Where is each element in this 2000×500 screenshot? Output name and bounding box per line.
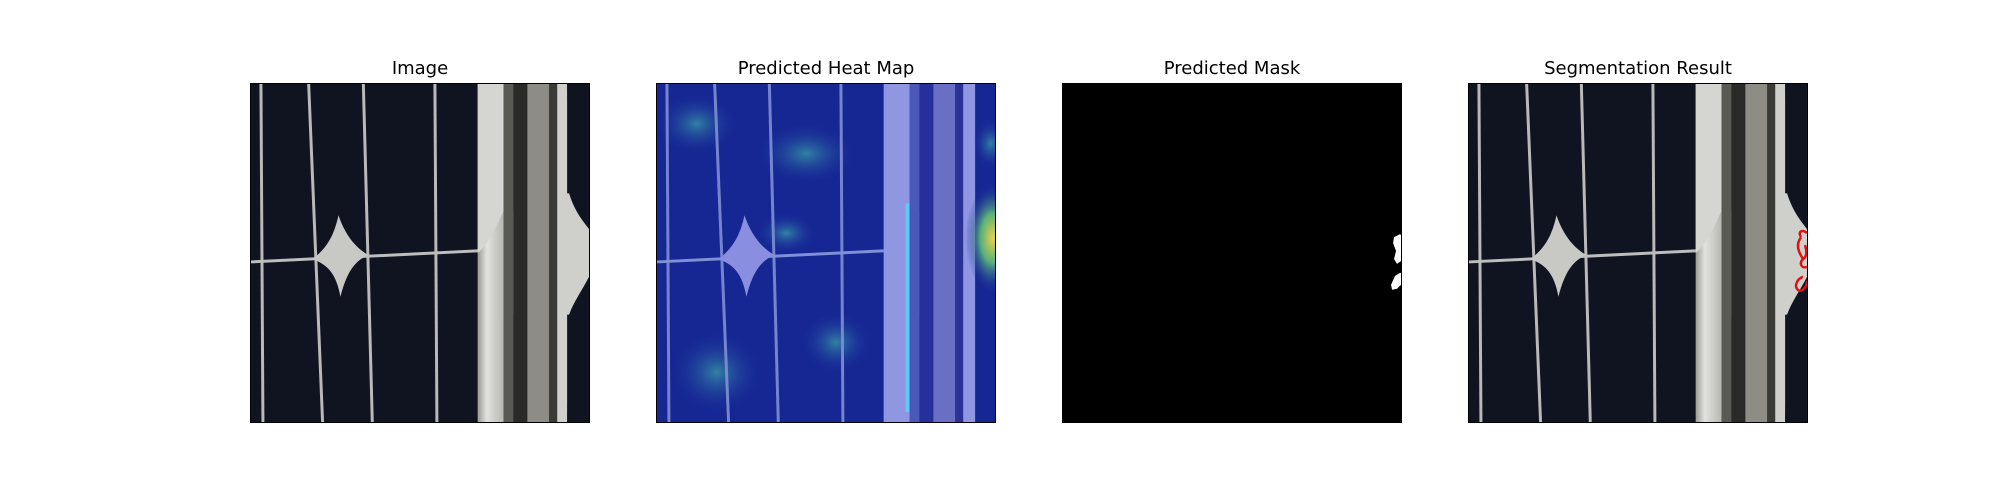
heatmap-overlay bbox=[656, 83, 996, 423]
defect-contour bbox=[1794, 229, 1807, 293]
panel-title: Image bbox=[391, 58, 449, 79]
mask-defect-region bbox=[1393, 234, 1401, 264]
panel-title: Predicted Heat Map bbox=[737, 58, 915, 79]
panel-title: Segmentation Result bbox=[1544, 58, 1732, 79]
panel-title: Predicted Mask bbox=[1163, 58, 1301, 79]
segmentation-result-image bbox=[1468, 83, 1808, 423]
binary-mask bbox=[1062, 83, 1402, 423]
solar-cell-image bbox=[250, 83, 590, 423]
mask-defect-region bbox=[1391, 272, 1401, 290]
